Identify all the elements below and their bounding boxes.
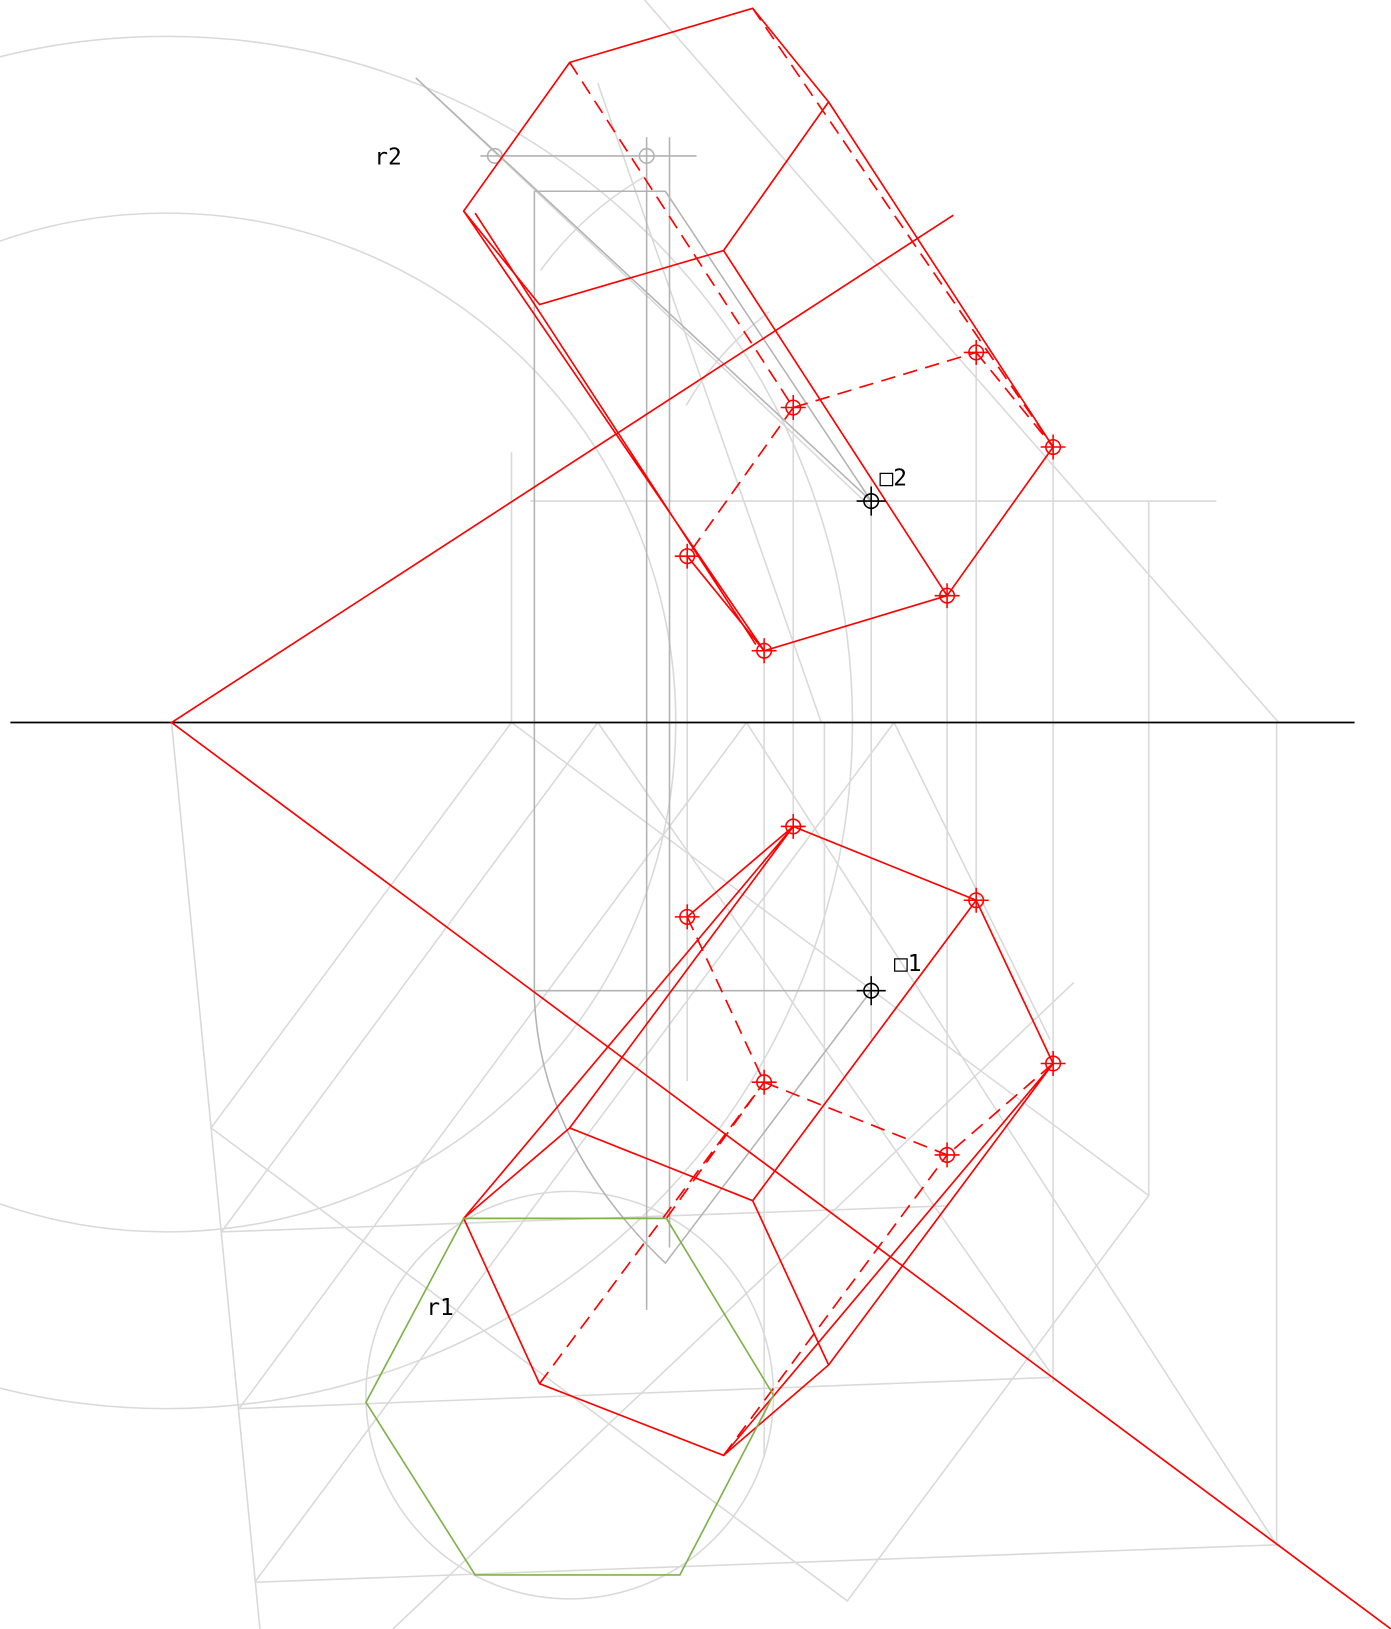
- ray-line: [170, 214, 1391, 1629]
- label: □2: [880, 465, 908, 491]
- prism-upper: [462, 7, 1054, 652]
- label: r1: [426, 1295, 454, 1321]
- markers: [674, 339, 1066, 1168]
- label: □1: [894, 951, 922, 977]
- hexagon-base: [364, 1217, 775, 1576]
- center-markers: [856, 486, 886, 1006]
- prism-lower: [462, 825, 1054, 1457]
- label: r2: [374, 144, 402, 170]
- construction-lines: [0, 0, 1280, 1629]
